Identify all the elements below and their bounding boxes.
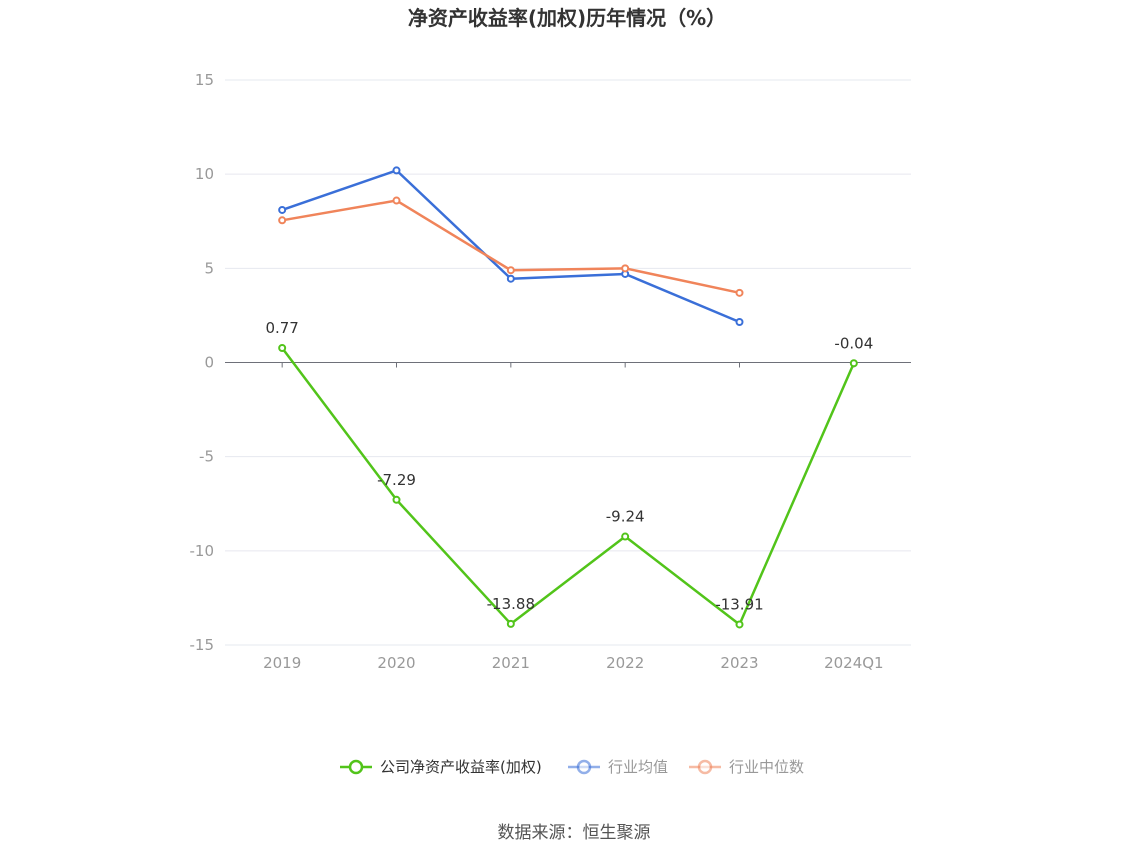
chart-title: 净资产收益率(加权)历年情况（%） xyxy=(408,6,726,30)
legend-label: 行业中位数 xyxy=(729,758,804,776)
data-point xyxy=(621,532,630,541)
data-labels: 0.77 -7.29 -13.88 -9.24 -13.91 -0.04 xyxy=(265,319,873,613)
data-label: -7.29 xyxy=(377,471,416,489)
series-layer xyxy=(278,166,858,629)
data-label: -13.91 xyxy=(715,595,763,613)
data-point xyxy=(621,264,630,273)
x-tick-label: 2024Q1 xyxy=(824,654,884,672)
data-point xyxy=(392,166,401,175)
data-point xyxy=(506,266,515,275)
y-tick-label: 5 xyxy=(204,259,214,277)
legend[interactable]: 公司净资产收益率(加权) 行业均值 行业中位数 xyxy=(340,758,804,776)
data-label: -0.04 xyxy=(834,334,873,352)
x-tick-label: 2021 xyxy=(492,654,530,672)
series-line xyxy=(281,169,740,324)
data-label: 0.77 xyxy=(265,319,298,337)
y-tick-label: -15 xyxy=(190,636,215,654)
data-label: -9.24 xyxy=(606,508,645,526)
y-tick-label: -10 xyxy=(190,542,215,560)
y-tick-label: -5 xyxy=(199,448,214,466)
data-point xyxy=(735,620,744,629)
x-tick-label: 2019 xyxy=(263,654,301,672)
x-axis: 2019 2020 2021 2022 2023 2024Q1 xyxy=(263,362,884,672)
grid-lines xyxy=(225,79,911,646)
x-tick-label: 2022 xyxy=(606,654,644,672)
data-point xyxy=(735,288,744,297)
data-point xyxy=(506,274,515,283)
series-line xyxy=(281,347,855,626)
legend-marker xyxy=(576,759,592,775)
legend-label: 公司净资产收益率(加权) xyxy=(380,758,542,776)
data-point xyxy=(278,216,287,225)
data-point xyxy=(278,343,287,352)
y-tick-label: 10 xyxy=(195,165,214,183)
data-point xyxy=(506,619,515,628)
source-note: 数据来源：恒生聚源 xyxy=(498,823,651,843)
data-point xyxy=(278,205,287,214)
data-point xyxy=(849,359,858,368)
data-point xyxy=(392,196,401,205)
x-tick-label: 2023 xyxy=(720,654,758,672)
legend-marker xyxy=(697,759,713,775)
y-tick-label: 15 xyxy=(195,71,214,89)
legend-label: 行业均值 xyxy=(608,758,668,776)
y-axis-ticks: 15 10 5 0 -5 -10 -15 xyxy=(190,71,215,654)
x-tick-label: 2020 xyxy=(377,654,415,672)
data-point xyxy=(735,318,744,327)
data-point xyxy=(392,495,401,504)
legend-marker xyxy=(348,759,364,775)
y-tick-label: 0 xyxy=(204,354,214,372)
data-label: -13.88 xyxy=(487,595,535,613)
